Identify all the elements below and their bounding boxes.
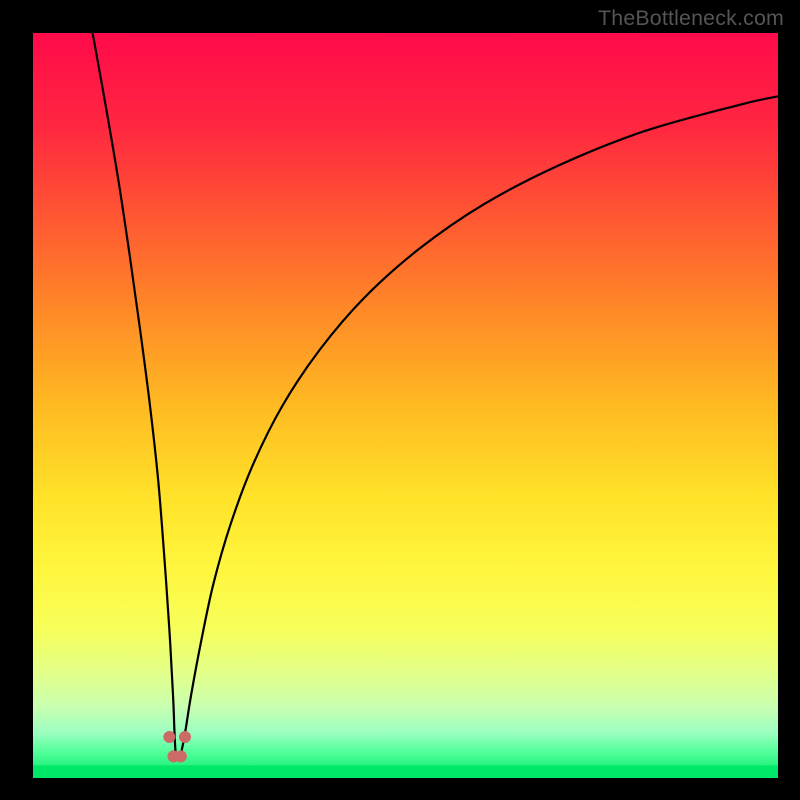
curve-layer [33, 33, 778, 778]
optimum-marker [164, 732, 175, 743]
plot-area [33, 33, 778, 778]
watermark-text: TheBottleneck.com [598, 6, 784, 31]
bottleneck-chart: TheBottleneck.com [0, 0, 800, 800]
optimum-marker [179, 732, 190, 743]
bottleneck-curve [93, 33, 778, 757]
optimum-markers [164, 732, 191, 762]
optimum-marker [175, 751, 186, 762]
